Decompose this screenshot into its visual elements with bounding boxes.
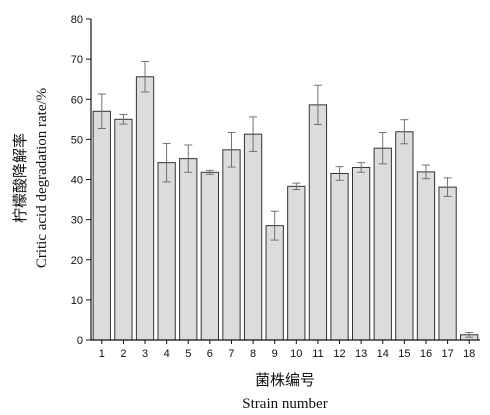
error-bar-strain-9	[270, 210, 279, 241]
y-tick-label: 80	[71, 14, 83, 26]
y-tick-label: 60	[71, 94, 83, 106]
error-bar-strain-16	[421, 164, 430, 180]
error-bar-strain-8	[249, 116, 258, 152]
x-axis-title-en: Strain number	[242, 396, 327, 412]
bars-layer	[92, 76, 479, 341]
x-tick-label: 9	[272, 348, 278, 360]
bar-strain-4	[157, 162, 176, 341]
y-tick-label: 0	[77, 335, 83, 347]
error-bar-strain-3	[141, 61, 150, 93]
y-tick-label: 50	[71, 134, 83, 146]
x-tick-label: 10	[290, 348, 302, 360]
bar-strain-11	[308, 104, 328, 341]
x-tick-label: 15	[398, 348, 410, 360]
x-ticks: 1 2 3 4 5 6 7 8 9 10 11 12 13 14 15 16 17 18	[99, 340, 475, 360]
bar-strain-15	[395, 131, 414, 341]
bar-strain-10	[287, 185, 306, 341]
x-tick-label: 2	[120, 348, 126, 360]
x-tick-label: 18	[463, 348, 475, 360]
bar-strain-13	[351, 166, 371, 341]
x-tick-label: 6	[207, 348, 213, 360]
x-axis-title-cn: 菌株编号	[255, 371, 315, 389]
y-tick-label: 20	[71, 255, 83, 267]
y-ticks: 0 10 20 30 40 50 60 70 80	[71, 14, 91, 347]
error-bar-strain-18	[465, 331, 474, 338]
bar-strain-17	[438, 186, 457, 341]
x-tick-label: 8	[250, 348, 256, 360]
y-axis-title-en: Critic acid degradation rate/%	[34, 88, 50, 268]
error-bar-strain-11	[313, 84, 322, 125]
bar-strain-5	[179, 158, 198, 341]
bar-strain-1	[92, 110, 111, 341]
bar-strain-2	[114, 118, 133, 341]
error-bar-strain-4	[162, 142, 171, 183]
x-tick-label: 4	[164, 348, 170, 360]
error-bar-strain-13	[357, 162, 366, 173]
y-tick-label: 10	[71, 295, 83, 307]
y-tick-label: 40	[71, 175, 83, 187]
x-tick-label: 14	[377, 348, 389, 360]
y-axis-title-cn: 柠檬酸降解率	[11, 133, 29, 223]
error-bars-layer	[97, 61, 474, 338]
bar-strain-14	[373, 147, 392, 341]
error-bar-strain-1	[97, 93, 106, 129]
x-tick-label: 5	[185, 348, 191, 360]
error-bar-strain-12	[335, 166, 344, 181]
x-tick-label: 16	[420, 348, 432, 360]
bar-strain-8	[243, 133, 263, 341]
x-tick-label: 3	[142, 348, 148, 360]
error-bar-strain-6	[205, 169, 214, 175]
x-tick-label: 11	[312, 348, 323, 360]
error-bar-strain-15	[400, 119, 409, 145]
bar-strain-16	[416, 171, 436, 341]
error-bar-strain-10	[292, 182, 301, 190]
error-bar-strain-2	[119, 114, 128, 125]
y-axis-title: 柠檬酸降解率	[11, 133, 29, 223]
bar-strain-6	[200, 171, 220, 341]
error-bar-strain-7	[227, 132, 236, 168]
y-tick-label: 70	[71, 54, 83, 66]
error-bar-strain-14	[378, 132, 387, 165]
bar-strain-3	[135, 76, 155, 341]
error-bar-strain-17	[443, 177, 452, 197]
bar-strain-7	[222, 149, 241, 341]
y-tick-label: 30	[71, 215, 83, 227]
x-tick-label: 7	[228, 348, 234, 360]
error-bar-strain-5	[184, 144, 193, 173]
x-tick-label: 12	[333, 348, 345, 360]
bar-strain-9	[265, 225, 284, 341]
x-tick-label: 1	[99, 348, 105, 360]
x-tick-label: 13	[355, 348, 367, 360]
y-axis-title-en-group: Critic acid degradation rate/%	[34, 88, 50, 268]
bar-strain-12	[330, 172, 349, 341]
x-tick-label: 17	[441, 348, 453, 360]
